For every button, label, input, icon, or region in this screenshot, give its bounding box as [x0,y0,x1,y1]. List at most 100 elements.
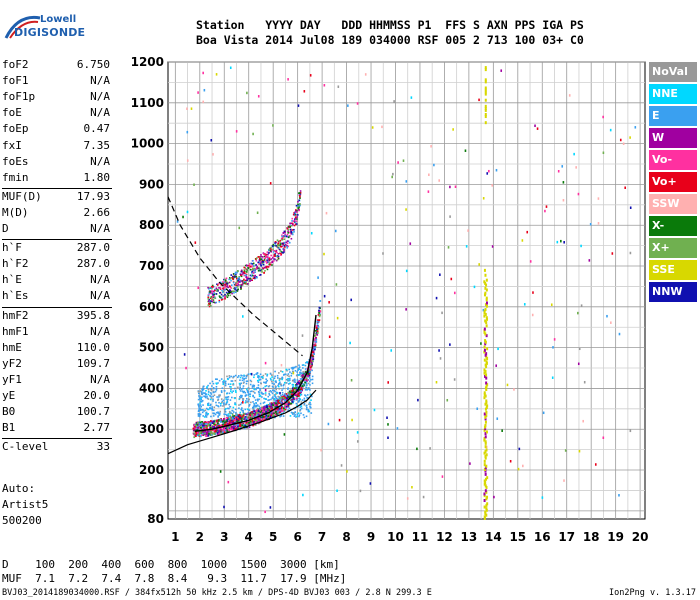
second-hop-echo-dot [259,256,261,258]
oblique-echo-dot [210,393,213,395]
second-hop-echo-dot [208,288,210,290]
second-hop-echo-dot [239,286,242,288]
oblique-echo-dot [304,389,307,391]
header-label-1: YYYY [265,18,300,32]
ordinary-echo-dot [280,401,282,404]
interference-dot [484,78,487,82]
noise-dot [523,303,526,306]
ordinary-echo-dot [272,404,275,407]
header-label-3: DDD [341,18,370,32]
second-hop-echo-dot [218,301,221,303]
second-hop-echo-dot [294,213,297,216]
oblique-echo-dot [239,411,242,414]
second-hop-echo-dot [295,218,297,220]
ordinary-echo-dot [192,427,195,430]
ordinary-echo-dot [215,424,218,427]
ordinary-echo-dot [311,354,314,357]
oblique-echo-dot [248,398,250,401]
noise-dot [493,495,495,499]
second-hop-echo-dot [224,293,226,296]
oblique-echo-dot [230,412,233,414]
interference-dot [485,298,488,302]
oblique-echo-dot [297,412,300,414]
oblique-echo-dot [268,394,271,396]
second-hop-echo-dot [298,199,300,202]
x-tick-label: 8 [342,530,350,544]
oblique-echo-dot [283,381,286,384]
ordinary-echo-dot [194,432,196,435]
y-tick-label: 1000 [131,137,164,151]
ordinary-echo-dot [250,412,253,414]
oblique-echo-dot [305,415,308,418]
oblique-echo-dot [205,393,208,395]
oblique-echo-dot [300,412,302,415]
ordinary-echo-dot [239,423,242,426]
oblique-echo-dot [259,413,262,415]
oblique-echo-dot [238,388,241,391]
second-hop-echo-dot [213,293,216,296]
oblique-echo-dot [305,395,307,397]
oblique-echo-dot [202,388,205,391]
second-hop-echo-dot [250,262,252,265]
oblique-echo-dot [204,409,207,412]
second-hop-echo-dot [218,282,220,285]
param-row-15: hmF2 395.8 [2,309,110,325]
oblique-echo-dot [212,409,215,412]
param-key: hmF1 [2,324,29,338]
oblique-echo-dot [223,413,226,416]
ordinary-echo-dot [313,338,316,341]
ordinary-echo-dot [314,342,317,344]
noise-dot [506,383,509,387]
x-tick-label: 15 [509,530,526,544]
second-hop-echo-dot [272,251,275,253]
oblique-echo-dot [229,390,232,393]
param-key: B0 [2,405,16,419]
oblique-echo-dot [247,391,250,394]
ordinary-echo-dot [313,348,316,351]
oblique-echo-dot [235,413,237,415]
oblique-echo-dot [239,390,242,392]
ordinary-echo-dot [225,425,228,428]
oblique-echo-dot [306,375,308,377]
oblique-echo-dot [274,380,277,383]
oblique-echo-dot [246,401,248,404]
header-value-0: Boa Vista [196,33,266,47]
ordinary-echo-dot [254,415,257,418]
header-value-3: 189 [341,33,370,47]
header-value-6: 005 [445,33,473,47]
ordinary-echo-dot [195,429,198,432]
oblique-echo-dot [289,371,291,373]
oblique-echo-dot [239,403,242,406]
second-hop-echo-dot [208,298,210,301]
legend-item-vo-: Vo+ [649,172,697,192]
ordinary-echo-dot [315,341,318,343]
second-hop-echo-dot [258,274,261,276]
ordinary-echo-dot [209,434,212,436]
oblique-echo-dot [248,387,250,390]
oblique-echo-dot [243,390,246,393]
oblique-echo-dot [197,403,199,406]
ordinary-echo-dot [294,390,297,393]
ordinary-echo-dot [288,391,291,394]
interference-dot [483,459,486,463]
second-hop-echo-dot [240,270,243,273]
ordinary-echo-dot [300,390,302,392]
second-hop-echo-dot [282,232,285,234]
oblique-echo-dot [226,375,228,378]
interference-dot [484,312,487,316]
ordinary-echo-dot [296,388,299,391]
noise-dot [422,495,425,499]
oblique-echo-dot [224,403,227,406]
ordinary-echo-dot [203,430,206,433]
interference-dot [483,438,486,442]
second-hop-echo-dot [296,205,299,207]
oblique-echo-dot [253,385,255,388]
ordinary-echo-dot [218,432,221,435]
oblique-echo-dot [299,373,301,376]
ordinary-echo-dot [246,416,249,419]
oblique-echo-dot [273,383,276,385]
ordinary-echo-dot [289,399,292,402]
oblique-echo-dot [228,375,231,377]
param-row-5: fxI 7.35 [2,139,110,155]
ordinary-echo-dot [235,418,238,420]
